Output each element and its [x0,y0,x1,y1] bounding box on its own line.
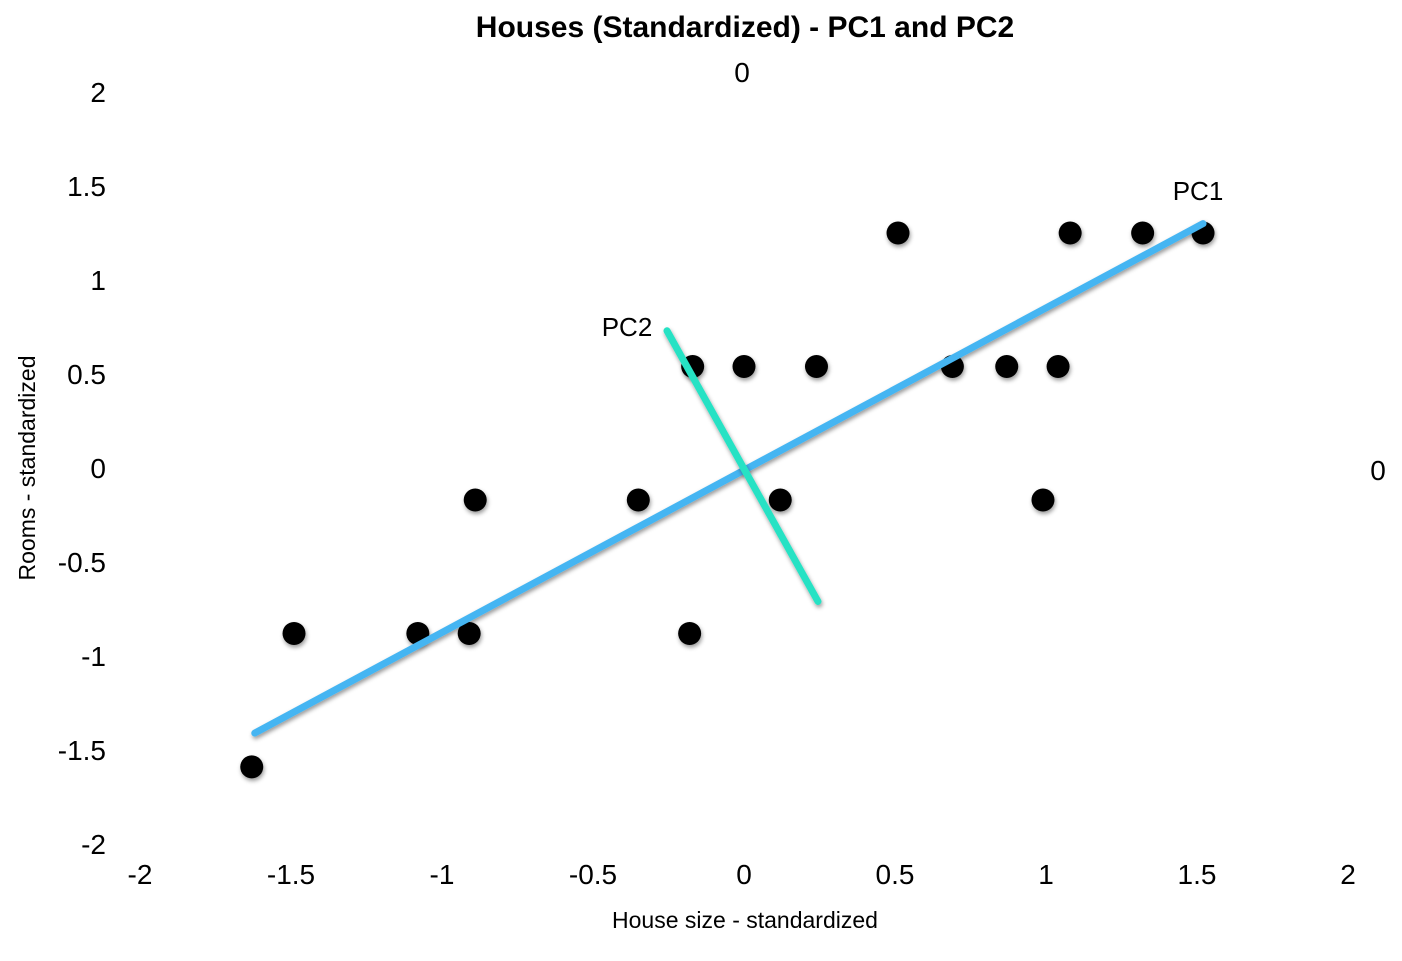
data-point [457,621,481,645]
x-axis-title: House size - standardized [612,907,878,933]
pc2-line [663,327,822,605]
data-point [768,488,792,512]
data-point [1031,488,1055,512]
x-tick-label: -2 [128,859,153,890]
x-tick-label: 2 [1340,859,1356,890]
data-point [240,755,264,779]
pc1-label: PC1 [1173,176,1224,206]
data-point [886,221,910,245]
data-points [240,221,1215,779]
x-tick-labels: -2 -1.5 -1 -0.5 0 0.5 1 1.5 2 [128,859,1356,890]
y-tick-label: -1.5 [58,735,106,766]
x-tick-label: 1 [1038,859,1054,890]
axis-zero-top-label: 0 [734,57,750,88]
data-point [282,621,306,645]
y-tick-label: 2 [90,77,106,108]
data-point [626,488,650,512]
pc2-label: PC2 [602,312,653,342]
y-tick-labels: 2 1.5 1 0.5 0 -0.5 -1 -1.5 -2 [58,77,106,860]
data-point [1058,221,1082,245]
y-tick-label: 1 [90,265,106,296]
data-point [1131,221,1155,245]
y-tick-label: 0.5 [67,359,106,390]
x-tick-label: 0.5 [876,859,915,890]
y-tick-label: -2 [81,829,106,860]
chart-title: Houses (Standardized) - PC1 and PC2 [476,11,1014,44]
y-tick-label: -0.5 [58,547,106,578]
y-axis-title: Rooms - standardized [14,356,40,581]
y-tick-label: 1.5 [67,171,106,202]
x-tick-label: -0.5 [569,859,617,890]
pc1-line [251,220,1207,737]
data-point [804,354,828,378]
data-point [995,354,1019,378]
data-point [678,621,702,645]
x-tick-label: -1.5 [267,859,315,890]
data-point [463,488,487,512]
y-tick-label: 0 [90,453,106,484]
x-tick-label: 0 [736,859,752,890]
axis-zero-right-label: 0 [1370,455,1386,486]
y-tick-label: -1 [81,641,106,672]
x-tick-label: 1.5 [1178,859,1217,890]
data-point [1046,354,1070,378]
data-point [732,354,756,378]
x-tick-label: -1 [430,859,455,890]
